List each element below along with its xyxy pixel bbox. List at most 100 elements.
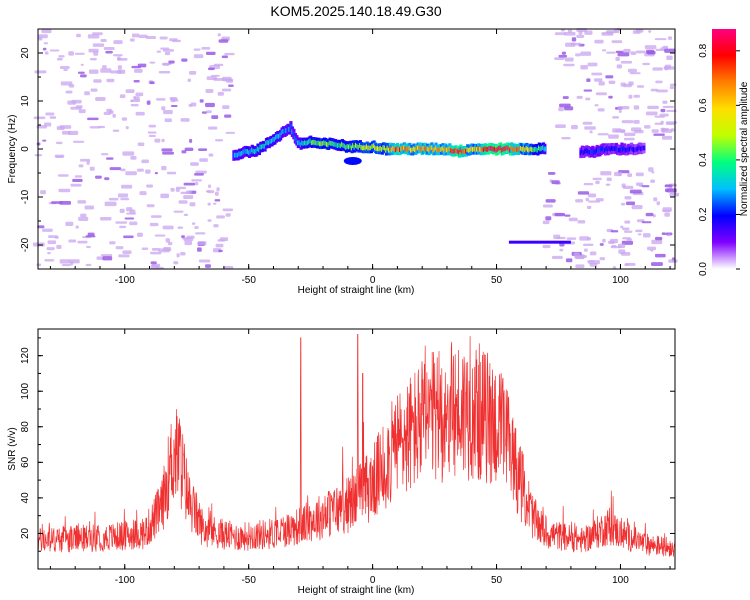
noise-speckle [205,89,214,93]
noise-speckle [561,51,566,55]
spectrogram-x-ticks: -100 -50 0 50 100 [49,29,671,286]
noise-speckle [120,197,130,201]
noise-speckle [90,88,98,92]
noise-speckle [651,239,663,245]
noise-speckle [63,68,68,71]
noise-speckle [150,215,162,218]
noise-speckle [647,246,657,251]
noise-speckle [105,50,113,54]
noise-speckle [148,124,157,128]
noise-speckle [612,116,620,119]
colorbar-ticks: 0.0 0.2 0.4 0.6 0.8 [698,43,740,276]
x-tick-label: -50 [241,275,256,286]
noise-speckle [61,130,71,135]
noise-speckle [599,257,606,261]
noise-speckle [70,183,82,187]
noise-speckle [222,78,233,82]
noise-speckle [225,213,231,217]
noise-speckle [648,167,654,172]
noise-speckle [175,188,180,192]
noise-speckle [612,128,622,133]
snr-frame [37,328,676,570]
noise-speckle [170,104,178,108]
noise-speckle [159,36,168,40]
noise-speckle [59,65,70,70]
noise-speckle [183,213,189,216]
noise-speckle [600,171,612,176]
noise-speckle [647,50,656,55]
noise-speckle [208,153,214,157]
noise-speckle [662,209,671,212]
noise-speckle [594,39,604,44]
noise-speckle [47,251,51,255]
noise-speckle [68,259,80,264]
noise-speckle [641,221,652,224]
noise-speckle [47,240,57,245]
noise-speckle [68,51,74,56]
noise-speckle [146,204,155,208]
noise-speckle [100,68,112,73]
noise-speckle [589,251,597,256]
colorbar-label: Normalized spectral amplitude [739,81,750,216]
noise-speckle [621,120,634,124]
noise-speckle [628,94,633,99]
noise-speckle [594,104,599,107]
noise-speckle [667,234,671,237]
noise-speckle [542,220,550,225]
noise-speckle [193,173,204,176]
noise-speckle [575,199,584,203]
noise-speckle [594,78,603,82]
noise-speckle [564,31,576,36]
noise-speckle [58,55,65,58]
noise-speckle [615,56,620,62]
noise-speckle [616,64,623,69]
noise-speckle [632,30,641,34]
x-tick-label: -100 [115,575,135,586]
noise-speckle [141,159,149,164]
noise-speckle [113,40,123,45]
noise-speckle [585,197,590,202]
noise-speckle [545,216,552,221]
noise-speckle [637,233,642,236]
y-tick-label: 100 [20,382,31,399]
noise-speckle [564,57,574,62]
noise-speckle [608,80,616,84]
noise-speckle [630,127,642,132]
noise-speckle [595,92,608,96]
noise-speckle [610,230,619,233]
noise-speckle [608,240,615,245]
noise-speckle [130,155,137,160]
noise-speckle [621,183,626,188]
noise-speckle [154,172,158,175]
noise-speckle [130,99,134,103]
noise-speckle [189,202,196,207]
noise-speckle [100,153,109,156]
noise-speckle [137,232,143,237]
noise-speckle [660,108,666,113]
noise-speckle [597,108,605,112]
noise-speckle [605,183,611,186]
noise-speckle [156,50,162,53]
noise-speckle [125,89,135,93]
x-tick-label: 50 [491,275,503,286]
noise-speckle [56,57,63,61]
noise-speckle [647,105,659,110]
noise-speckle [166,171,177,175]
noise-speckle [165,238,170,243]
noise-speckle [576,95,583,99]
noise-speckle [89,58,97,61]
noise-speckle [566,237,577,240]
noise-speckle [588,260,600,265]
noise-speckle [36,263,42,267]
noise-speckle [181,58,188,62]
noise-speckle [61,264,71,267]
noise-speckle [106,78,115,83]
snr-panel: -100 -50 0 50 100 20 40 60 80 100 120 Height of s… [7,328,676,596]
noise-speckle [579,236,590,241]
noise-speckle [575,256,585,260]
noise-speckle [98,125,106,129]
noise-speckle [654,253,666,258]
noise-speckle [176,253,180,258]
noise-speckle [112,129,120,132]
noise-speckle [195,170,207,174]
